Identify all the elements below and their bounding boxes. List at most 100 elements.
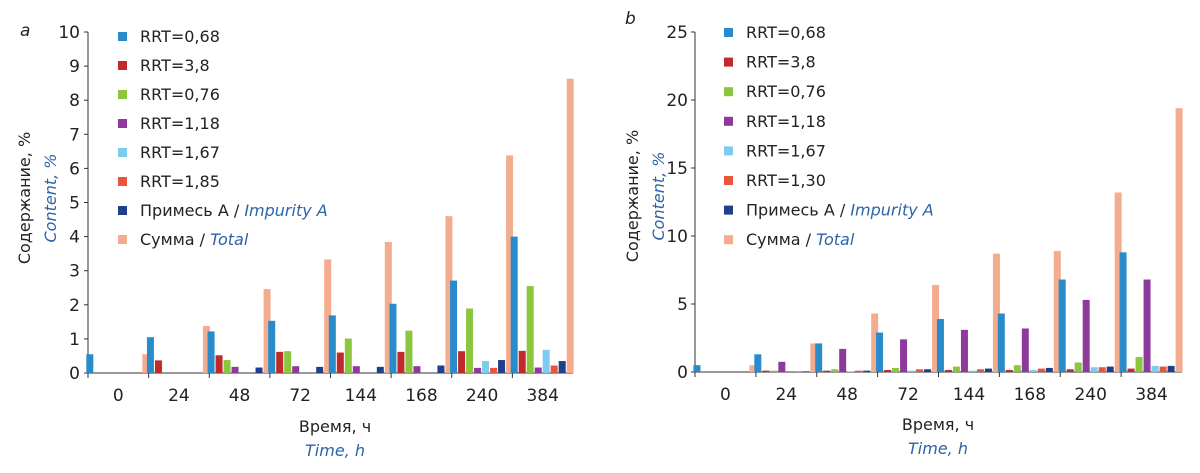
x-tick-label: 144: [953, 385, 985, 405]
bar: [474, 367, 482, 373]
bar: [815, 343, 823, 372]
x-tick-label: 0: [113, 386, 124, 406]
legend-swatch: [118, 177, 127, 186]
x-tick-label: 48: [836, 385, 858, 405]
bar: [984, 368, 992, 372]
bar: [413, 366, 421, 373]
bar: [534, 367, 542, 373]
bar: [952, 366, 960, 372]
bar: [1058, 279, 1066, 372]
legend-label: RRT=0,68: [140, 27, 220, 46]
bar: [1053, 250, 1061, 372]
bar: [263, 289, 271, 373]
bar: [892, 367, 900, 372]
legend-label: RRT=3,8: [140, 56, 210, 75]
bar: [839, 348, 847, 372]
panel-label: a: [20, 21, 30, 41]
legend-label-ru: Примесь А /: [746, 201, 850, 220]
bar: [558, 361, 566, 373]
legend-label-en: Total: [816, 230, 855, 249]
bar: [976, 369, 984, 372]
legend-swatch: [724, 28, 733, 37]
y-tick-label: 5: [69, 194, 80, 214]
legend-label: Примесь А / Impurity A: [746, 201, 934, 220]
bar: [154, 360, 162, 373]
bar: [526, 286, 534, 373]
legend-swatch: [724, 146, 733, 156]
bar: [490, 367, 498, 373]
legend-label: Сумма / Total: [140, 230, 249, 249]
legend-label: RRT=1,67: [746, 141, 826, 160]
x-tick-label: 384: [526, 386, 558, 406]
x-tick-label: 144: [345, 386, 377, 406]
bar: [231, 366, 239, 373]
legend-label: RRT=1,30: [746, 171, 826, 190]
bar: [506, 155, 514, 373]
bar: [1098, 367, 1106, 372]
bar: [754, 354, 762, 372]
y-axis-label: Содержание, %: [623, 130, 642, 262]
legend-label: RRT=1,18: [140, 114, 220, 133]
bar: [770, 370, 778, 372]
bar: [1119, 252, 1127, 372]
y-tick-label: 5: [677, 295, 688, 315]
y-tick-label: 6: [69, 159, 80, 179]
bar: [1029, 369, 1037, 372]
bar: [550, 365, 558, 373]
bar: [324, 259, 332, 373]
y-tick-label: 15: [666, 159, 688, 179]
legend-label: RRT=1,85: [140, 172, 220, 191]
bar: [1151, 365, 1159, 372]
bar: [831, 369, 839, 372]
bar: [1114, 192, 1122, 372]
bar: [1082, 299, 1090, 372]
x-tick-label: 72: [897, 385, 919, 405]
bar: [466, 308, 474, 373]
x-tick-label: 24: [168, 386, 190, 406]
bar: [1066, 369, 1074, 372]
bar: [384, 242, 392, 373]
bar: [518, 350, 526, 373]
bar: [1135, 357, 1143, 372]
legend-label: Сумма / Total: [746, 230, 855, 249]
legend-label: RRT=1,18: [746, 112, 826, 131]
legend-label: RRT=0,76: [140, 85, 220, 104]
bar: [276, 351, 284, 373]
legend-label-en: Impurity A: [244, 201, 327, 220]
bar: [908, 370, 916, 372]
bar: [749, 365, 757, 372]
bar: [960, 329, 968, 372]
panel-label: b: [625, 9, 636, 29]
bar: [1005, 369, 1013, 372]
legend-label: RRT=3,8: [746, 53, 816, 72]
x-tick-label: 240: [1074, 385, 1106, 405]
bar: [1143, 279, 1151, 372]
bar: [316, 366, 324, 373]
bar: [932, 284, 940, 372]
bar: [876, 332, 884, 372]
chart-panel-b: b 0 5 10 15 20 25 Содержание, % Content, % 0 24 48 7…: [623, 9, 1183, 458]
bar: [1021, 328, 1029, 372]
x-tick-label: 240: [466, 386, 498, 406]
bar: [1175, 108, 1183, 372]
bar: [871, 313, 879, 372]
legend-label-ru: Сумма /: [746, 230, 816, 249]
bar: [86, 354, 94, 373]
y-axis-label-en: Content, %: [41, 153, 60, 242]
legend-swatch: [724, 205, 733, 215]
legend-label: RRT=0,76: [746, 82, 826, 101]
bar: [778, 361, 786, 372]
bar: [292, 366, 300, 373]
legend-label-ru: Примесь А /: [140, 201, 244, 220]
legend-swatch: [724, 116, 733, 126]
bar: [810, 343, 818, 372]
bar: [336, 352, 344, 373]
y-tick-label: 0: [69, 364, 80, 384]
bar: [397, 351, 405, 373]
y-tick-label: 3: [69, 262, 80, 282]
y-tick-label: 0: [677, 363, 688, 383]
bar: [437, 365, 445, 373]
legend-swatch: [118, 90, 127, 99]
